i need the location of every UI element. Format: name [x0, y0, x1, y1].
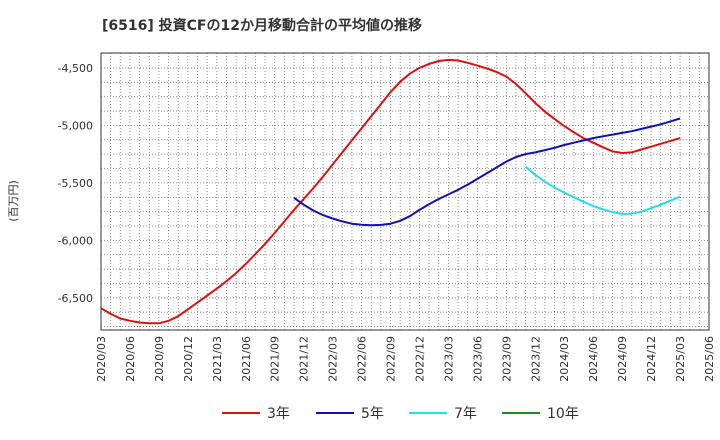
x-tick-label: 2024/03: [558, 336, 571, 382]
y-axis: -4,500 -5,000 -5,500 -6,000 -6,500: [58, 62, 93, 305]
x-tick-label: 2021/06: [240, 336, 253, 382]
x-axis: 2020/03 2020/06 2020/09 2020/12 2021/03 2021/…: [95, 336, 716, 382]
x-tick-label: 2022/06: [356, 336, 369, 382]
x-tick-label: 2020/09: [153, 336, 166, 382]
legend: 3年 5年 7年 10年: [222, 406, 579, 422]
series-line-1: [100, 58, 681, 325]
y-tick-label: -6,000: [58, 234, 93, 247]
grid: [100, 53, 710, 330]
x-tick-label: 2020/12: [182, 336, 195, 382]
x-tick-label: 2022/12: [413, 336, 426, 382]
y-tick-label: -4,500: [58, 62, 93, 75]
legend-label: 10年: [547, 406, 579, 422]
y-tick-label: -6,500: [58, 292, 93, 305]
x-tick-label: 2020/03: [95, 336, 108, 382]
x-tick-label: 2025/03: [674, 336, 687, 382]
chart-title: [6516] 投資CFの12か月移動合計の平均値の推移: [102, 17, 422, 34]
x-tick-label: 2025/06: [703, 336, 716, 382]
x-tick-label: 2021/03: [211, 336, 224, 382]
x-tick-label: 2024/12: [645, 336, 658, 382]
x-tick-label: 2022/03: [327, 336, 340, 382]
x-tick-label: 2021/09: [269, 336, 282, 382]
legend-label: 7年: [454, 406, 477, 422]
x-tick-label: 2023/06: [471, 336, 484, 382]
legend-label: 3年: [267, 406, 290, 422]
y-tick-label: -5,000: [58, 119, 93, 132]
series-line-3: [524, 166, 681, 215]
x-tick-label: 2023/03: [442, 336, 455, 382]
series-group: [100, 58, 681, 325]
legend-label: 5年: [361, 406, 384, 422]
x-tick-label: 2023/09: [500, 336, 513, 382]
x-tick-label: 2024/06: [587, 336, 600, 382]
series-line-2: [293, 117, 681, 227]
x-tick-label: 2024/09: [616, 336, 629, 382]
x-tick-label: 2023/12: [529, 336, 542, 382]
plot-frame: [100, 52, 710, 331]
x-tick-label: 2021/12: [298, 336, 311, 382]
x-tick-label: 2022/09: [385, 336, 398, 382]
x-tick-label: 2020/06: [124, 336, 137, 382]
y-tick-label: -5,500: [58, 177, 93, 190]
y-axis-label: (百万円): [7, 180, 20, 222]
